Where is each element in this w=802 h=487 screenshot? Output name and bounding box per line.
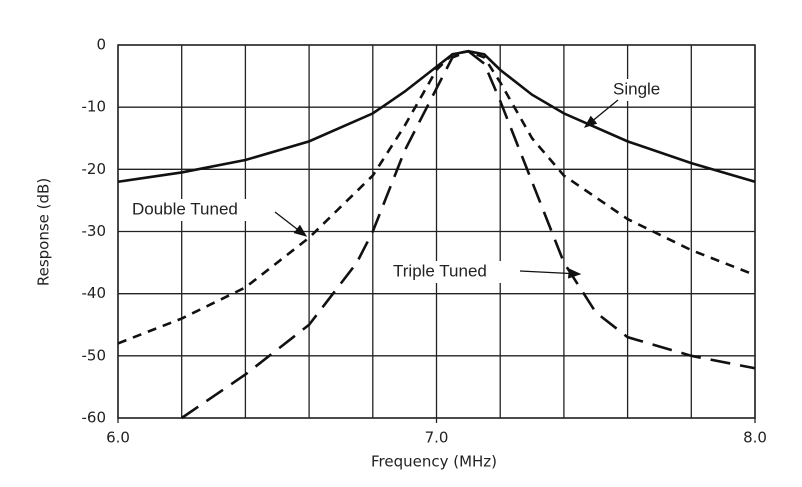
series-line: [117, 49, 756, 345]
y-tick-label: -20: [82, 160, 107, 178]
annotation-arrow: [274, 211, 308, 237]
y-tick-label: -30: [82, 222, 107, 240]
y-axis-label: Response (dB): [35, 178, 53, 286]
x-tick-label: 6.0: [106, 429, 130, 447]
annotation-arrow: [583, 99, 619, 128]
y-tick-label: 0: [96, 36, 106, 54]
annotation: Triple Tuned: [393, 261, 487, 280]
y-tick-label: -60: [82, 409, 107, 427]
x-tick-label: 8.0: [743, 429, 767, 447]
series-line: [180, 49, 756, 420]
annotation-bg: [390, 261, 540, 283]
annotation-bg: [129, 199, 279, 221]
annotation-arrow: [519, 268, 582, 279]
plot-frame: [117, 44, 756, 419]
x-axis-label: Frequency (MHz): [371, 453, 497, 471]
y-tick-label: -50: [82, 346, 107, 364]
annotation: Double Tuned: [132, 199, 238, 218]
annotation-bg: [610, 79, 680, 101]
y-tick-label: -40: [82, 284, 107, 302]
annotation: Single: [613, 79, 660, 98]
y-tick-label: -10: [82, 98, 107, 116]
x-tick-label: 7.0: [425, 429, 449, 447]
